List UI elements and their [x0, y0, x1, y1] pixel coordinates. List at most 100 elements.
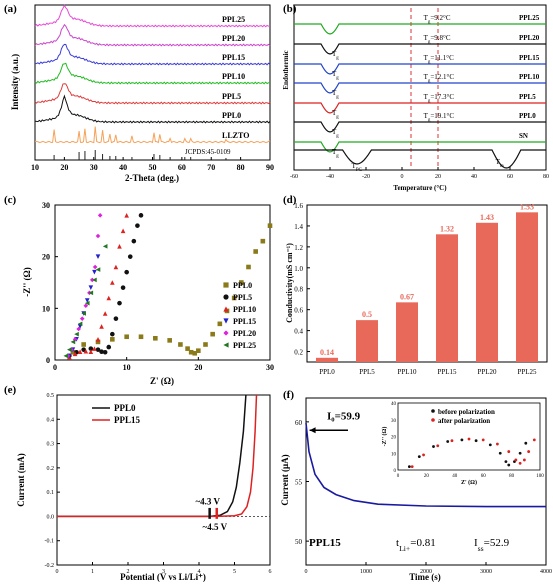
x-tick-label: 10	[123, 363, 131, 372]
tg-value-PPL10: Tg=12.1°C	[424, 73, 455, 84]
sample-annotation: PPL15	[309, 537, 341, 549]
series-curve-PPL20	[294, 43, 546, 55]
data-point-PPL10	[106, 295, 112, 301]
x-tick-label: 30	[90, 163, 98, 172]
category-label: PPL15	[437, 368, 457, 376]
iss-annotation: Iss=52.9	[474, 537, 510, 553]
data-point-PPL25	[63, 353, 69, 359]
data-point-PPL10	[124, 213, 129, 218]
data-point-PPL5	[127, 254, 133, 259]
inset-y-tick-label: 30	[391, 419, 397, 424]
legend-marker-PPL20	[223, 330, 229, 336]
inset-legend-label: after polarization	[438, 417, 490, 425]
inset-point-after	[481, 438, 485, 442]
inset-point-before	[417, 455, 421, 458]
y-tick-label: 0.3	[47, 442, 55, 448]
panel-a-curves	[34, 4, 271, 160]
data-point-PPL0	[167, 338, 172, 343]
inset-point-after	[522, 458, 526, 462]
inset-point-after	[507, 450, 511, 453]
panel-d-bars: 0.14 PPL0 0.5 PPL5 0.67 PPL10 1.32 PPL15 1.43 PPL…	[316, 202, 538, 376]
data-point-PPL10	[117, 244, 122, 249]
inset-xlabel: Z' (Ω)	[461, 479, 477, 486]
inset-point-before	[474, 439, 478, 443]
x-tick-label: 4	[198, 569, 201, 575]
panel-c-ticks: 0 10 20 30 0 10 20 30	[42, 201, 274, 372]
data-point-PPL0	[203, 342, 208, 347]
data-point-PPL25	[84, 300, 90, 306]
panel-a-label: (a)	[4, 3, 17, 15]
data-point-PPL0	[95, 339, 101, 345]
data-point-PPL25	[92, 277, 97, 283]
series-label-PPL10: PPL10	[222, 72, 245, 81]
tg-value-PPL0: Tg=19.1°C	[424, 112, 455, 123]
inset-x-tick-label: 0	[397, 474, 400, 479]
legend-marker-PPL5	[223, 294, 229, 300]
panel-e-legend: PPL0 PPL15	[92, 403, 140, 425]
data-point-PPL10	[95, 337, 101, 342]
x-tick-label: 60	[178, 163, 186, 172]
panel-d-label: (d)	[283, 194, 297, 206]
data-point-PPL25	[95, 267, 101, 272]
series-curve-PPL10	[294, 82, 546, 94]
x-tick-label: 3000	[480, 569, 492, 575]
data-point-PPL20	[79, 316, 85, 321]
y-tick-label: 20	[42, 253, 50, 262]
legend-marker-PPL0	[223, 282, 229, 288]
panel-e-label: (e)	[4, 384, 17, 396]
series-label-PPL15: PPL15	[519, 54, 540, 62]
tg-marker-SN: Tg	[332, 148, 339, 159]
series-curve-PPL15	[294, 63, 546, 75]
data-point-PPL0	[124, 334, 129, 340]
inset-point-before	[407, 465, 411, 469]
x-tick-label: 0	[305, 569, 308, 575]
data-point-PPL15	[88, 285, 94, 290]
x-tick-label: 6	[269, 569, 272, 575]
data-point-PPL0	[239, 280, 244, 285]
bar-value-label: 1.53	[520, 202, 534, 211]
y-tick-label: 1.2	[294, 244, 303, 252]
data-point-PPL0	[210, 331, 215, 337]
data-point-PPL5	[117, 300, 122, 306]
y-tick-label: 0.2	[47, 466, 55, 472]
data-point-PPL10	[88, 349, 94, 355]
panel-a-xlabel: 2-Theta (deg.)	[125, 173, 179, 183]
data-point-PPL0	[192, 350, 198, 356]
data-point-PPL10	[83, 348, 89, 354]
data-point-PPL20	[92, 264, 98, 270]
panel-b-curves	[294, 23, 546, 169]
panel-f-curves	[305, 423, 546, 508]
data-point-PPL5	[120, 285, 126, 290]
data-point-PPL5	[81, 347, 86, 352]
data-point-PPL0	[260, 238, 266, 244]
panel-b-xlabel: Temperature (°C)	[393, 184, 447, 192]
data-point-PPL25	[70, 339, 76, 345]
y-tick-label: 0.4	[47, 417, 55, 423]
panel-f-label: (f)	[283, 389, 294, 401]
series-curve-PPL10	[34, 62, 270, 85]
data-point-PPL10	[99, 324, 104, 329]
inset-point-before	[504, 460, 508, 464]
legend-marker-PPL25	[223, 342, 229, 348]
inset-point-before	[488, 443, 492, 447]
data-point-PPL0	[217, 321, 223, 327]
series-curve-PPL15	[34, 43, 271, 66]
data-point-PPL5	[95, 347, 101, 352]
x-tick-label: 3	[162, 569, 165, 575]
data-point-PPL25	[77, 321, 83, 327]
inset-legend-marker	[431, 409, 435, 413]
inset-point-after	[518, 461, 522, 465]
inset-point-before	[446, 440, 450, 443]
x-tick-label: 80	[237, 163, 245, 172]
x-tick-label: -40	[326, 174, 334, 180]
series-curve-PPL20	[34, 23, 271, 47]
y-tick-label: 10	[42, 304, 50, 313]
data-point-PPL15	[95, 254, 101, 259]
data-point-PPL0	[196, 348, 201, 353]
data-point-PPL10	[113, 264, 119, 270]
data-point-PPL25	[67, 347, 72, 352]
panel-f-xlabel: Time (s)	[409, 572, 441, 582]
